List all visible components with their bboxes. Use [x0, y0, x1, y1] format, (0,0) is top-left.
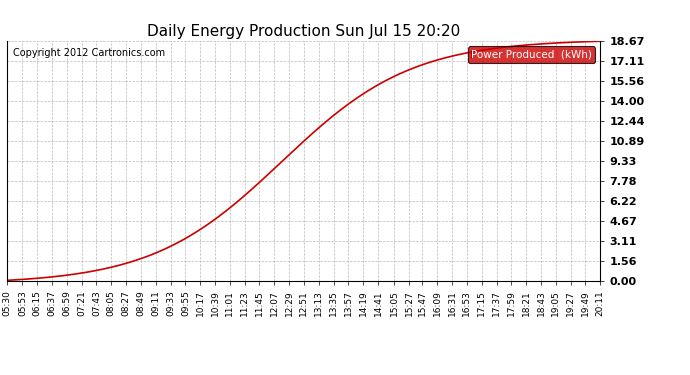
Title: Daily Energy Production Sun Jul 15 20:20: Daily Energy Production Sun Jul 15 20:20 — [147, 24, 460, 39]
Legend: Power Produced  (kWh): Power Produced (kWh) — [468, 46, 595, 63]
Text: Copyright 2012 Cartronics.com: Copyright 2012 Cartronics.com — [13, 48, 165, 58]
